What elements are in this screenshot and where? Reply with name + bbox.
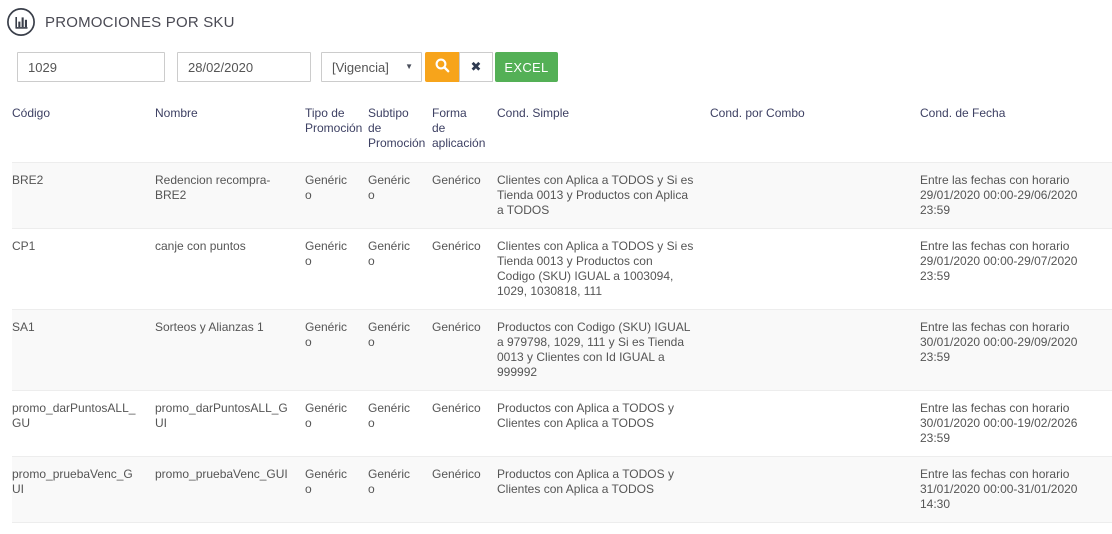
- table-row: promo_darPuntosALL_GU promo_darPuntosALL_…: [12, 390, 1112, 457]
- search-button[interactable]: [425, 52, 459, 82]
- cell-codigo: BRE2: [12, 173, 44, 187]
- vigencia-select[interactable]: [Vigencia] ▼: [321, 52, 422, 82]
- cell-nombre: promo_pruebaVenc_GUI: [155, 467, 288, 481]
- table-row: SA1 Sorteos y Alianzas 1 Genérico Genérico G…: [12, 309, 1112, 391]
- cell-codigo: SA1: [12, 320, 35, 334]
- cell-codigo: CP1: [12, 239, 36, 253]
- chevron-down-icon: ▼: [405, 62, 413, 71]
- cell-forma: Genérico: [432, 173, 481, 187]
- cell-cond-fecha: Entre las fechas con horario 31/01/2020 …: [920, 467, 1078, 511]
- col-header-cond-fecha: Cond. de Fecha: [920, 106, 1006, 120]
- cell-cond-simple: Productos con Aplica a TODOS y Si es Tie…: [497, 523, 710, 534]
- table-header-row: Código Nombre Tipo de Promoción Subtipo …: [12, 98, 1112, 163]
- cell-tipo: Genérico: [305, 401, 348, 430]
- table-row: Descuento TelefoniaTelefoniaGenéricoGené…: [12, 522, 1112, 534]
- col-header-forma: Forma de aplicación: [432, 106, 486, 150]
- table-row: CP1 canje con puntos Genérico Genérico Genér…: [12, 228, 1112, 310]
- cell-cond-simple: Productos con Codigo (SKU) IGUAL a 97979…: [497, 320, 690, 379]
- col-header-cond-simple: Cond. Simple: [497, 106, 570, 120]
- cell-subtipo: Genérico: [368, 173, 411, 202]
- cell-nombre: Sorteos y Alianzas 1: [155, 320, 264, 334]
- cell-cond-combo: [710, 391, 920, 457]
- cell-cond-simple: Clientes con Aplica a TODOS y Si es Tien…: [497, 173, 694, 217]
- table-row: BRE2 Redencion recompra-BRE2 Genérico Genér…: [12, 162, 1112, 229]
- col-header-codigo: Código: [12, 106, 51, 120]
- cell-cond-combo: [710, 457, 920, 523]
- cell-forma: Genérico: [432, 523, 497, 534]
- table-row: promo_pruebaVenc_GUI promo_pruebaVenc_GUI…: [12, 456, 1112, 523]
- cell-subtipo: Genérico: [368, 239, 411, 268]
- cell-forma: Genérico: [432, 467, 481, 481]
- promotions-table: Código Nombre Tipo de Promoción Subtipo …: [12, 98, 1112, 534]
- cell-nombre: Redencion recompra-BRE2: [155, 173, 271, 202]
- cell-cond-fecha: Entre las fechas con horario 04/02/2020 …: [920, 523, 1112, 534]
- cell-forma: Genérico: [432, 320, 481, 334]
- close-icon: ✖: [470, 59, 482, 74]
- sku-input[interactable]: [17, 52, 165, 82]
- page-title: PROMOCIONES POR SKU: [45, 13, 235, 31]
- cell-cond-combo: [710, 229, 920, 310]
- cell-cond-combo: [710, 523, 920, 534]
- cell-nombre: Telefonia: [155, 523, 305, 534]
- filter-bar: [Vigencia] ▼ ✖ EXCEL: [17, 52, 1112, 82]
- cell-tipo: Genérico: [305, 320, 348, 349]
- cell-codigo: Descuento Telefonia: [12, 523, 155, 534]
- cell-cond-fecha: Entre las fechas con horario 29/01/2020 …: [920, 239, 1078, 283]
- cell-subtipo: Genérico: [368, 320, 411, 349]
- cell-subtipo: Genérico: [368, 401, 411, 430]
- cell-codigo: promo_pruebaVenc_GUI: [12, 467, 133, 496]
- date-input[interactable]: [177, 52, 311, 82]
- cell-cond-combo: [710, 163, 920, 229]
- cell-subtipo: Genérico: [368, 467, 411, 496]
- cell-tipo: Genérico: [305, 467, 348, 496]
- magnifier-icon: [434, 57, 451, 77]
- bar-chart-icon: [6, 7, 36, 37]
- cell-cond-simple: Productos con Aplica a TODOS y Clientes …: [497, 401, 674, 430]
- cell-cond-fecha: Entre las fechas con horario 30/01/2020 …: [920, 320, 1078, 364]
- cell-cond-fecha: Entre las fechas con horario 29/01/2020 …: [920, 173, 1078, 217]
- clear-button[interactable]: ✖: [459, 52, 493, 82]
- col-header-nombre: Nombre: [155, 106, 198, 120]
- cell-cond-simple: Productos con Aplica a TODOS y Clientes …: [497, 467, 674, 496]
- excel-export-button[interactable]: EXCEL: [495, 52, 558, 82]
- cell-tipo: Genérico: [305, 173, 348, 202]
- cell-nombre: canje con puntos: [155, 239, 246, 253]
- col-header-subtipo: Subtipo de Promoción: [368, 106, 426, 150]
- cell-subtipo: Genérico: [368, 523, 432, 534]
- cell-tipo: Genérico: [305, 239, 348, 268]
- col-header-cond-combo: Cond. por Combo: [710, 106, 805, 120]
- cell-cond-fecha: Entre las fechas con horario 30/01/2020 …: [920, 401, 1078, 445]
- cell-tipo: Genérico: [305, 523, 368, 534]
- cell-nombre: promo_darPuntosALL_GUI: [155, 401, 288, 430]
- cell-cond-combo: [710, 310, 920, 391]
- cell-forma: Genérico: [432, 239, 481, 253]
- vigencia-selected-value: [Vigencia]: [332, 59, 389, 75]
- cell-forma: Genérico: [432, 401, 481, 415]
- cell-codigo: promo_darPuntosALL_GU: [12, 401, 136, 430]
- cell-cond-simple: Clientes con Aplica a TODOS y Si es Tien…: [497, 239, 694, 298]
- page-header: PROMOCIONES POR SKU: [0, 0, 1112, 37]
- col-header-tipo: Tipo de Promoción: [305, 106, 363, 135]
